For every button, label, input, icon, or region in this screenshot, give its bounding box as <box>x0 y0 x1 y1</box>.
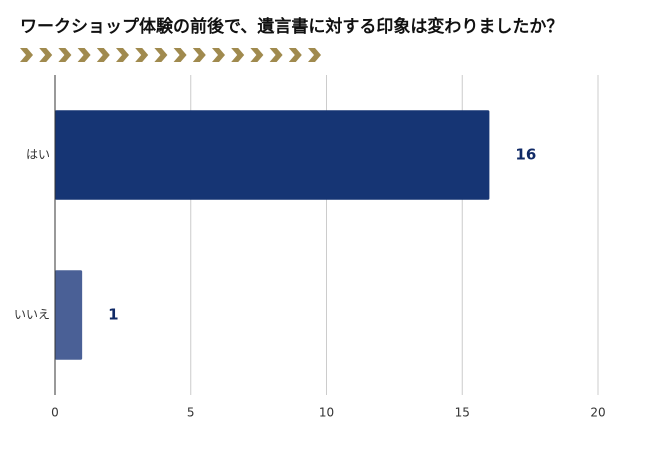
chevron <box>39 48 53 62</box>
category-label: はい <box>26 148 50 162</box>
data-label: 16 <box>515 146 536 164</box>
chart-title: ワークショップ体験の前後で、遺言書に対する印象は変わりましたか？ <box>20 16 563 37</box>
x-tick-label: 15 <box>455 406 470 420</box>
chevron <box>96 48 110 62</box>
chevron <box>58 48 72 62</box>
chevron <box>116 48 129 62</box>
chevron <box>77 48 91 62</box>
chevron <box>231 48 245 62</box>
chevron <box>173 48 187 62</box>
chevron <box>250 48 264 62</box>
chevron <box>308 48 321 62</box>
bar <box>55 270 83 360</box>
chevron <box>192 48 206 62</box>
data-label: 1 <box>108 306 118 324</box>
x-tick-label: 10 <box>319 406 334 420</box>
chevron <box>212 48 225 62</box>
category-label: いいえ <box>14 308 50 322</box>
bar <box>55 110 490 200</box>
chevron <box>288 48 302 62</box>
chevron <box>20 48 33 62</box>
chevron <box>135 48 149 62</box>
x-tick-label: 0 <box>51 406 59 420</box>
title-decoration <box>20 48 321 62</box>
x-tick-label: 5 <box>187 406 195 420</box>
chevron <box>269 48 283 62</box>
chevron <box>154 48 168 62</box>
x-tick-label: 20 <box>590 406 605 420</box>
